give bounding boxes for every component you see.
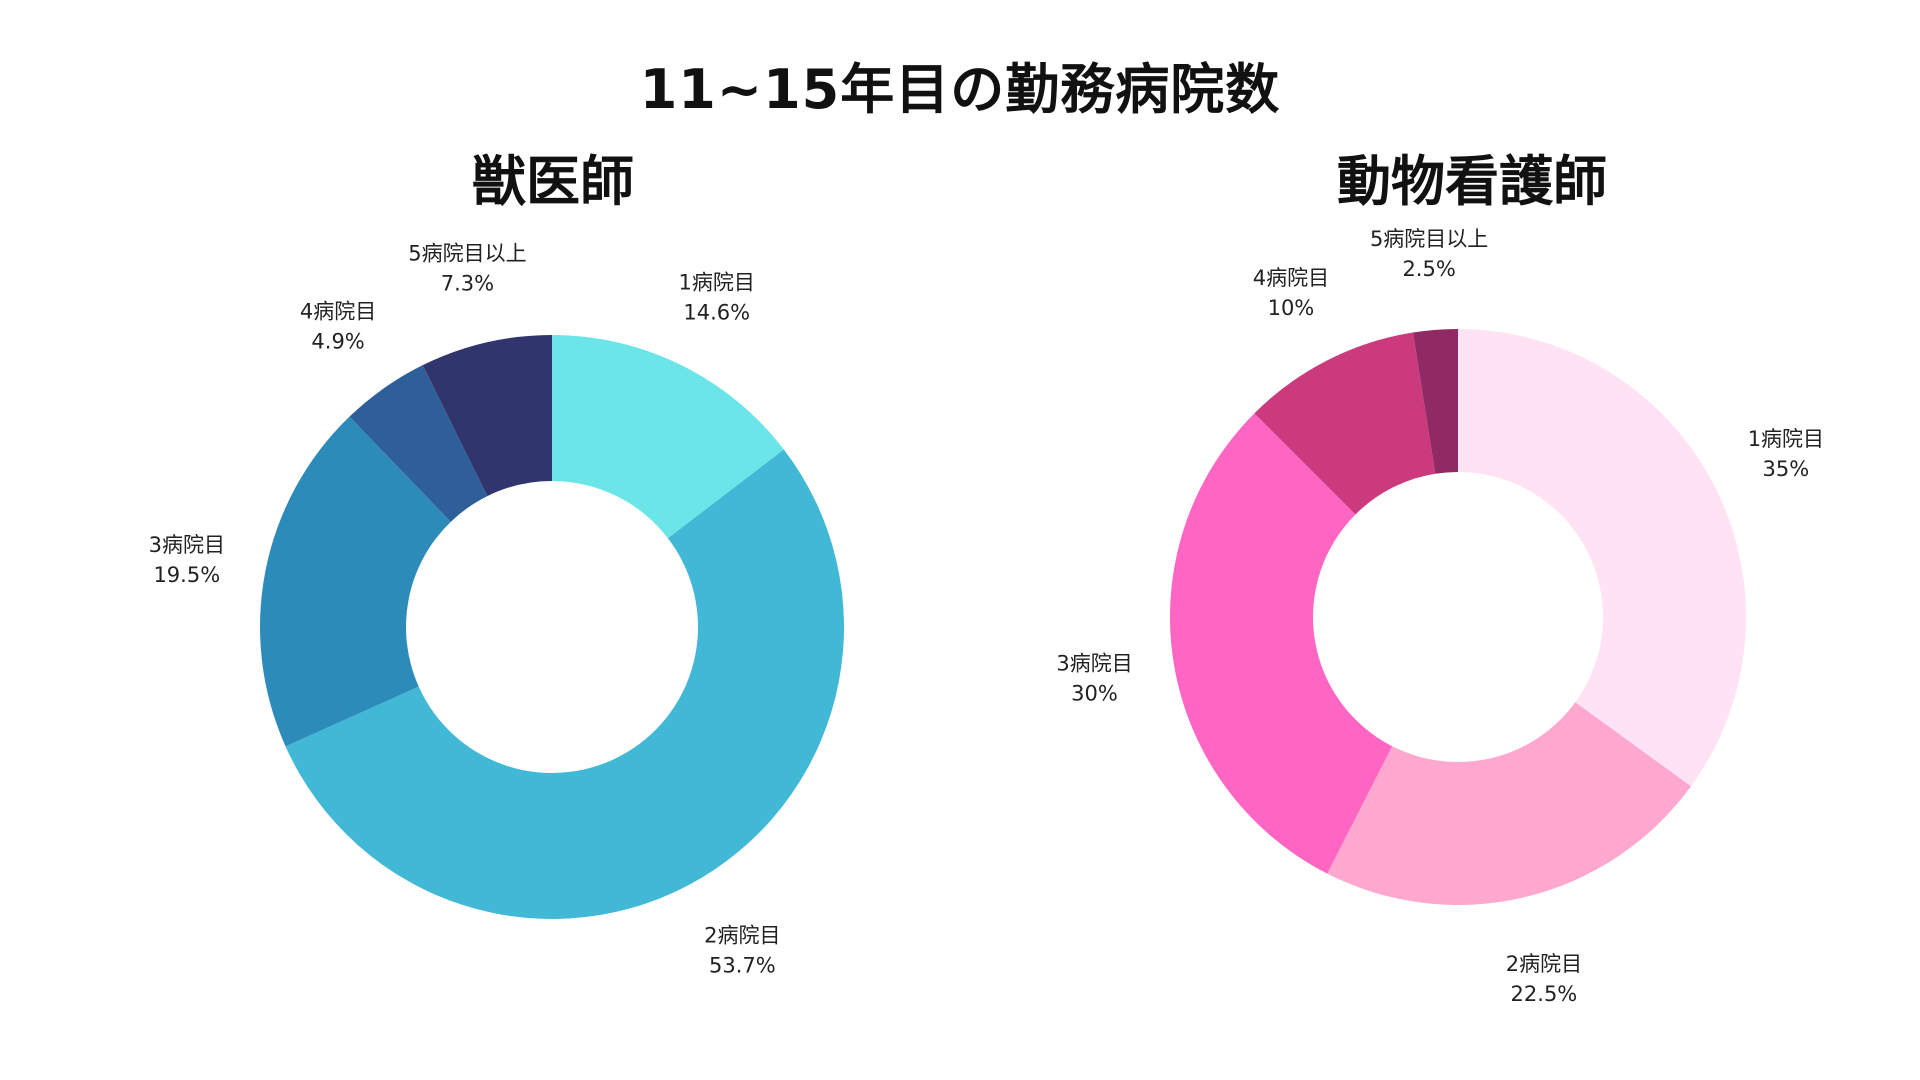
slice-value-label: 53.7%: [709, 954, 776, 978]
donut-slice-2: [1327, 702, 1691, 905]
slice-category-label: 3病院目: [1056, 652, 1132, 676]
slice-category-label: 5病院目以上: [1370, 227, 1488, 251]
slice-category-label: 3病院目: [149, 533, 225, 557]
chart-title-veterinarian: 獣医師: [472, 150, 634, 213]
slice-category-label: 2病院目: [1506, 952, 1582, 976]
donut-slice-1: [552, 335, 784, 539]
slice-value-label: 30%: [1071, 682, 1118, 706]
slice-value-label: 4.9%: [311, 330, 364, 354]
slice-value-label: 14.6%: [683, 300, 750, 324]
donut-slice-1: [1458, 329, 1746, 787]
chart-title-veterinary-nurse: 動物看護師: [1337, 150, 1607, 213]
slice-category-label: 1病院目: [679, 270, 755, 294]
donut-slice-3: [1170, 413, 1393, 874]
slice-category-label: 2病院目: [704, 924, 780, 948]
donut-slice-4: [1254, 332, 1436, 515]
page-title: 11~15年目の勤務病院数: [639, 58, 1281, 121]
slice-value-label: 19.5%: [153, 563, 220, 587]
slice-value-label: 2.5%: [1402, 257, 1455, 281]
donut-slice-4: [349, 365, 488, 522]
donut-chart-veterinarian: 1病院目 14.6% 2病院目 53.7% 3病院目 19.5% 4病院目 4.9% 5病院目以…: [149, 242, 845, 978]
slice-category-label: 4病院目: [300, 300, 376, 324]
donut-slice-5: [1412, 329, 1458, 474]
slice-value-label: 7.3%: [441, 272, 494, 296]
slice-value-label: 10%: [1268, 296, 1315, 320]
donut-slice-2: [285, 449, 845, 919]
slice-value-label: 35%: [1763, 457, 1810, 481]
slice-category-label: 4病院目: [1253, 266, 1329, 290]
slice-category-label: 1病院目: [1748, 427, 1824, 451]
slice-category-label: 5病院目以上: [408, 242, 526, 266]
donut-slice-3: [260, 416, 451, 747]
donut-slice-5: [422, 335, 552, 497]
slice-value-label: 22.5%: [1511, 982, 1578, 1006]
donut-chart-veterinary-nurse: 1病院目 35% 2病院目 22.5% 3病院目 30% 4病院目 10% 5病院目以上 2.5%: [1056, 227, 1824, 1006]
